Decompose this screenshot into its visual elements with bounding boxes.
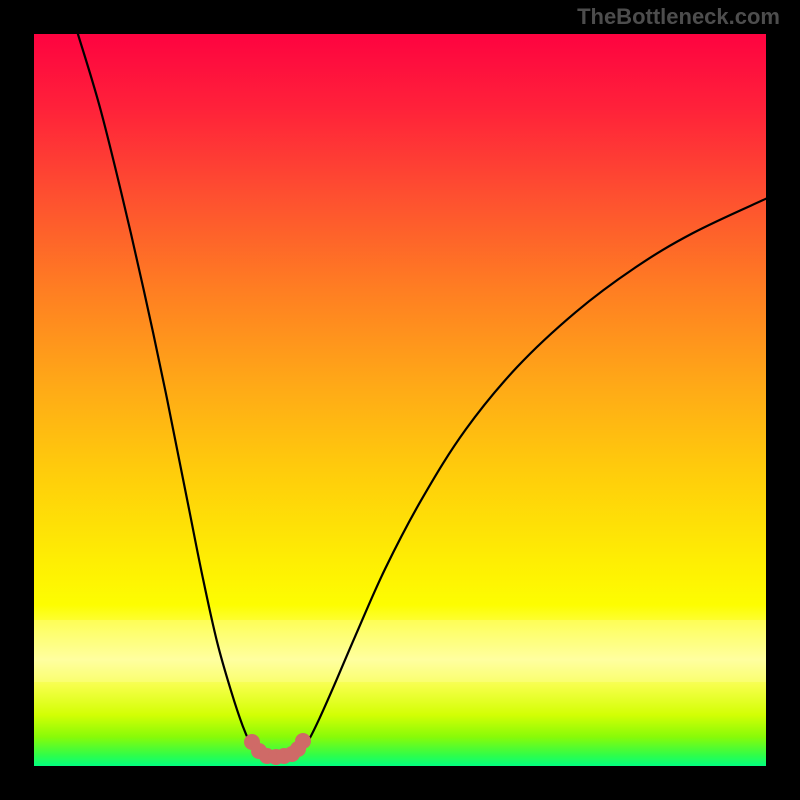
plot-area: [34, 34, 766, 766]
watermark-text: TheBottleneck.com: [577, 4, 780, 30]
bottleneck-curve: [34, 34, 766, 766]
valley-marker: [295, 733, 311, 749]
